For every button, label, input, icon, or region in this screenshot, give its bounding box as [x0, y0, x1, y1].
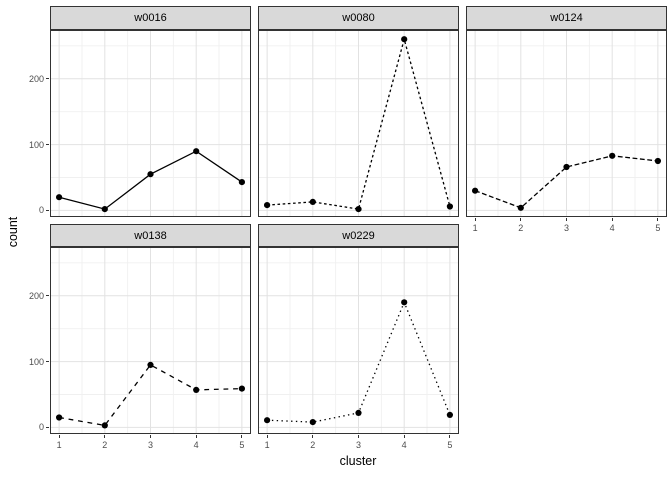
x-tick-label: 2: [518, 223, 524, 233]
x-tick-mark: [150, 435, 151, 438]
facet-strip-label: w0080: [342, 12, 375, 24]
data-point: [609, 152, 616, 159]
y-tick-label: 200: [28, 290, 44, 301]
x-tick-mark: [195, 435, 197, 438]
data-point: [101, 206, 108, 213]
y-tick-mark: [46, 144, 49, 146]
data-point: [309, 419, 316, 426]
x-tick-label: 1: [56, 440, 62, 450]
facet-strip-label: w0229: [342, 229, 375, 242]
facet-panel-w0124: [466, 30, 667, 217]
facet-strip-w0229: w0229: [258, 224, 459, 247]
data-point: [56, 194, 63, 201]
x-tick-mark: [104, 435, 106, 438]
x-tick-label: 4: [193, 440, 199, 450]
facet-strip-label: w0138: [134, 229, 167, 242]
data-point: [147, 171, 154, 178]
y-tick-label: 200: [28, 73, 44, 84]
x-tick-label: 5: [655, 223, 661, 233]
y-tick-label: 100: [28, 356, 44, 367]
x-tick-mark: [358, 435, 359, 438]
series-line-42: [474, 155, 658, 209]
x-tick-label: 2: [310, 440, 316, 450]
data-point: [238, 179, 245, 186]
x-tick-label: 3: [147, 440, 153, 450]
y-tick-mark: [46, 361, 49, 363]
y-tick-mark: [46, 295, 49, 297]
x-tick-mark: [611, 218, 613, 221]
y-tick-mark: [46, 426, 49, 428]
data-point: [355, 409, 362, 416]
facet-panel-w0016: [50, 30, 251, 217]
x-tick-mark: [58, 435, 60, 438]
facet-panel-w0138: [50, 247, 251, 434]
data-point: [401, 36, 408, 43]
data-point: [446, 411, 453, 418]
data-point: [401, 299, 408, 306]
data-point: [355, 206, 362, 213]
facet-strip-label: w0016: [134, 12, 167, 24]
x-tick-mark: [241, 435, 243, 438]
data-point: [264, 202, 271, 209]
facet-strip-w0138: w0138: [50, 224, 251, 247]
x-tick-label: 1: [472, 223, 478, 233]
x-tick-label: 1: [264, 440, 270, 450]
x-tick-mark: [520, 218, 522, 221]
x-tick-mark: [566, 218, 567, 221]
facet-panel-w0229: [258, 247, 459, 434]
facet-strip-w0016: w0016: [50, 6, 251, 30]
facet-strip-w0124: w0124: [466, 6, 667, 30]
y-tick-mark: [46, 209, 49, 211]
facet-panel-w0080: [258, 30, 459, 217]
data-point: [238, 385, 245, 392]
facet-strip-w0080: w0080: [258, 6, 459, 30]
panel-border: [466, 30, 667, 217]
panel-border: [50, 30, 251, 217]
x-tick-label: 4: [401, 440, 407, 450]
data-point: [56, 414, 63, 421]
data-point: [472, 187, 479, 194]
facet-strip-label: w0124: [550, 12, 583, 24]
data-point: [147, 361, 154, 368]
data-point: [563, 163, 570, 171]
data-point: [193, 148, 200, 155]
x-axis-title: cluster: [339, 454, 377, 468]
data-point: [446, 203, 453, 210]
x-tick-mark: [403, 435, 405, 438]
x-tick-label: 5: [239, 440, 245, 450]
y-tick-mark: [46, 78, 49, 80]
x-tick-label: 5: [447, 440, 453, 450]
panel-border: [258, 247, 459, 434]
x-tick-label: 4: [609, 223, 615, 233]
panel-border: [50, 247, 251, 434]
series-line-44: [58, 364, 242, 427]
data-point: [654, 157, 661, 165]
x-tick-label: 2: [102, 440, 108, 450]
data-point: [517, 204, 524, 211]
y-tick-label: 0: [38, 205, 44, 216]
x-tick-label: 3: [355, 440, 361, 450]
x-tick-mark: [312, 435, 314, 438]
data-point: [101, 422, 108, 429]
data-point: [193, 386, 200, 393]
x-tick-mark: [266, 435, 268, 438]
y-tick-label: 100: [28, 139, 44, 150]
x-tick-label: 3: [563, 223, 569, 233]
panel-border: [258, 30, 459, 217]
x-tick-mark: [449, 435, 451, 438]
data-point: [309, 198, 316, 205]
x-tick-mark: [657, 218, 659, 221]
data-point: [264, 417, 271, 424]
x-tick-mark: [474, 218, 476, 221]
y-tick-label: 0: [38, 422, 44, 433]
